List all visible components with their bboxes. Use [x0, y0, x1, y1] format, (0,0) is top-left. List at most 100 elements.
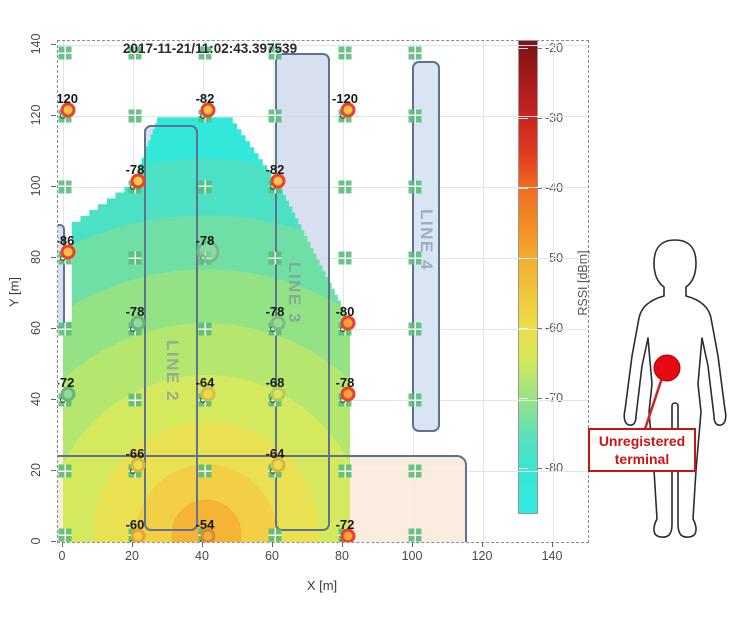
rssi-circle — [130, 457, 146, 473]
human-figure — [623, 239, 727, 538]
sensor-marker — [408, 251, 422, 265]
rssi-value-label: -68 — [265, 374, 285, 390]
rssi-value-label: -80 — [335, 303, 355, 319]
sensor-marker — [408, 464, 422, 478]
rssi-circle — [130, 315, 146, 331]
colorbar-inner-dash — [519, 328, 528, 329]
y-axis-tick — [51, 398, 56, 400]
rssi-circle — [270, 457, 286, 473]
sensor-marker — [268, 109, 282, 123]
colorbar-tick — [537, 468, 542, 469]
sensor-marker — [58, 322, 72, 336]
zone-fill — [58, 224, 66, 329]
y-tick-label: 100 — [29, 175, 43, 197]
rssi-circle — [340, 528, 356, 542]
y-axis-tick — [51, 327, 56, 329]
rssi-circle — [60, 244, 76, 260]
terminal-dot — [653, 354, 681, 382]
colorbar-tick-label: -20 — [545, 41, 564, 55]
colorbar-tick — [537, 328, 542, 329]
y-axis-tick — [51, 541, 56, 542]
sensor-marker — [198, 180, 212, 194]
rssi-value-label: -78 — [195, 232, 215, 248]
rssi-value-label: -82 — [195, 90, 215, 106]
colorbar-tick-label: -30 — [545, 111, 564, 125]
sensor-marker — [338, 251, 352, 265]
y-tick-label: 80 — [29, 249, 43, 264]
rssi-value-label: -66 — [125, 445, 145, 461]
sensor-marker — [58, 180, 72, 194]
annotation-line-2: terminal — [614, 451, 670, 468]
zone-label: LINE 3 — [285, 262, 304, 325]
colorbar-tick — [537, 118, 542, 119]
colorbar-inner-dash — [519, 48, 528, 49]
x-axis-tick — [202, 542, 203, 547]
zone-border — [58, 454, 467, 542]
colorbar-tick — [537, 188, 542, 189]
sensor-marker — [408, 528, 422, 542]
rssi-value-label: -54 — [195, 517, 215, 532]
sensor-marker — [128, 393, 142, 407]
timestamp-label: 2017-11-21/11:02:43.397539 — [122, 41, 298, 56]
y-axis-tick — [51, 185, 56, 187]
x-tick-label: 60 — [265, 549, 279, 563]
rssi-value-label: -82 — [265, 161, 285, 177]
sensor-marker — [58, 528, 72, 542]
annotation-line-1: Unregistered — [598, 433, 686, 449]
rssi-value-label: -78 — [125, 161, 145, 177]
x-axis-tick — [342, 542, 343, 547]
sensor-marker — [408, 46, 422, 60]
colorbar-tick-label: -70 — [545, 391, 564, 405]
colorbar-tick — [537, 48, 542, 49]
zone-fill — [411, 60, 440, 432]
y-axis-tick — [51, 256, 56, 258]
body-outline — [623, 239, 727, 538]
rssi-value-label: -86 — [58, 232, 75, 248]
sensor-marker — [408, 109, 422, 123]
sensor-marker — [268, 46, 282, 60]
gridline-vertical — [343, 41, 344, 542]
colorbar-inner-dash — [519, 118, 528, 119]
rssi-circle — [130, 528, 146, 542]
rssi-circle — [200, 528, 216, 542]
y-tick-label: 120 — [29, 104, 43, 126]
rssi-circle — [130, 173, 146, 189]
x-axis-tick — [482, 542, 483, 547]
y-tick-label: 20 — [29, 462, 43, 477]
rssi-value-label: -72 — [58, 374, 75, 390]
callout-line — [643, 377, 664, 430]
sensor-marker — [408, 322, 422, 336]
gridline-vertical — [553, 41, 554, 542]
x-axis-tick — [62, 542, 63, 547]
sensor-marker — [198, 322, 212, 336]
rssi-circle — [340, 102, 356, 118]
y-tick-label: 40 — [29, 391, 43, 406]
x-axis-tick — [272, 542, 273, 547]
gridline-horizontal — [58, 44, 588, 46]
x-axis-tick — [552, 542, 553, 547]
y-axis-title: Y [m] — [6, 276, 22, 308]
rssi-value-label: -72 — [335, 517, 355, 532]
rssi-value-label: -64 — [265, 445, 285, 461]
y-tick-label: 60 — [29, 320, 43, 335]
rssi-circle — [270, 315, 286, 331]
rssi-circle — [60, 102, 76, 118]
rssi-value-label: -60 — [125, 517, 145, 532]
x-tick-label: 0 — [58, 549, 66, 563]
x-tick-label: 20 — [125, 549, 139, 563]
rssi-value-label: -120 — [331, 90, 359, 106]
rssi-circle — [60, 386, 76, 402]
rssi-value-label: -120 — [58, 90, 79, 106]
x-tick-label: 100 — [401, 549, 423, 563]
colorbar — [518, 40, 538, 514]
colorbar-inner-dash — [519, 468, 528, 469]
y-axis-tick — [51, 43, 56, 45]
y-axis-tick — [51, 469, 56, 471]
y-tick-label: 140 — [29, 33, 43, 55]
colorbar-tick-label: -60 — [545, 321, 563, 335]
colorbar-inner-dash — [519, 398, 528, 399]
rssi-value-label: -78 — [125, 303, 145, 319]
